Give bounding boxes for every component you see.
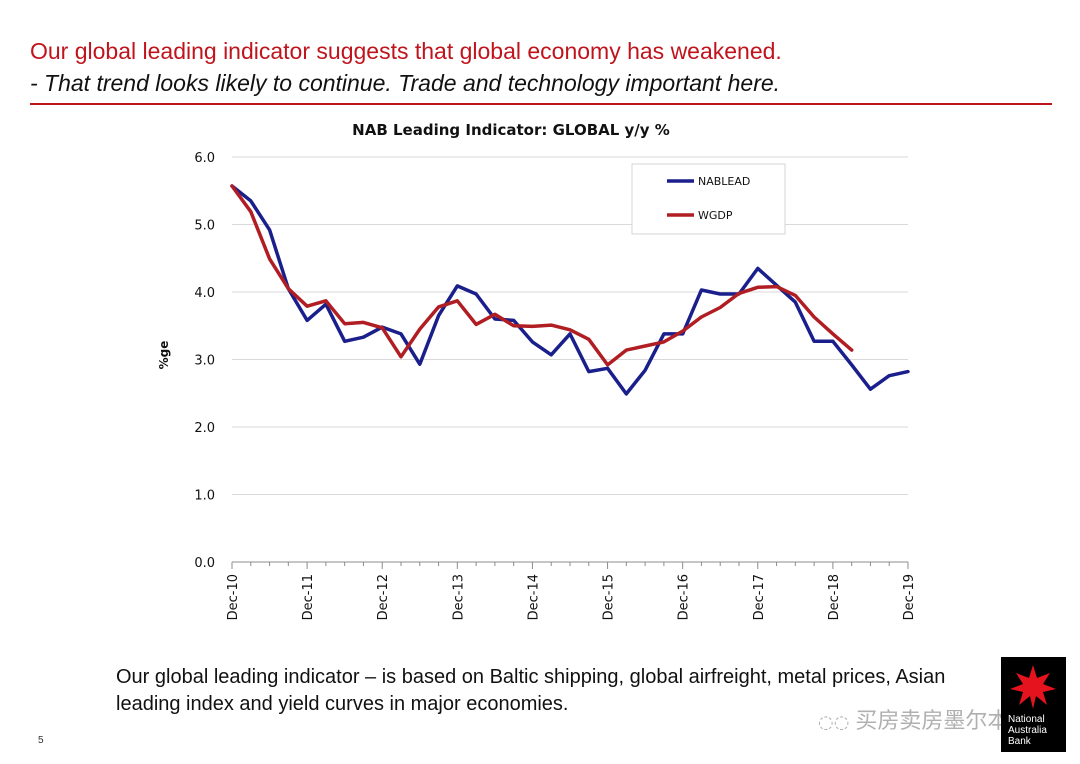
watermark-text: 买房卖房墨尔本 (855, 709, 1010, 734)
nab-logo: National Australia Bank (1001, 657, 1066, 752)
x-tick-label: Dec-12 (376, 574, 391, 620)
y-axis-label: %ge (157, 341, 171, 370)
x-tick-label: Dec-14 (526, 574, 541, 620)
x-tick-label: Dec-19 (902, 574, 917, 620)
gridlines (232, 156, 908, 563)
y-tick-label: 2.0 (194, 421, 215, 436)
series-lines (230, 184, 910, 396)
legend: NABLEAD WGDP (631, 163, 786, 235)
x-tick-label: Dec-15 (602, 574, 617, 620)
legend-box (631, 163, 786, 235)
star-icon (1010, 665, 1056, 709)
slide-title: Our global leading indicator suggests th… (30, 38, 782, 64)
wechat-icon: ◌◌ (818, 712, 850, 733)
x-axis: Dec-10 Dec-11 Dec-12 Dec-13 Dec-14 Dec-15 Dec-… (226, 561, 917, 620)
legend-label: WGDP (698, 209, 733, 222)
slide-subtitle: - That trend looks likely to continue. T… (30, 70, 781, 96)
watermark: ◌◌ 买房卖房墨尔本 (818, 703, 1009, 735)
x-tick-label: Dec-16 (677, 574, 692, 620)
y-tick-label: 0.0 (194, 556, 215, 571)
y-tick-label: 1.0 (194, 489, 215, 504)
footer-description: Our global leading indicator – is based … (116, 666, 946, 715)
y-tick-label: 4.0 (194, 286, 215, 301)
y-tick-label: 5.0 (194, 219, 215, 234)
line-chart: NAB Leading Indicator: GLOBAL y/y % %ge … (157, 121, 917, 620)
page-number: 5 (38, 735, 44, 746)
x-tick-label: Dec-10 (226, 574, 241, 620)
chart-title: NAB Leading Indicator: GLOBAL y/y % (352, 121, 670, 139)
x-tick-label: Dec-11 (301, 574, 316, 620)
x-tick-label: Dec-18 (827, 574, 842, 620)
legend-label: NABLEAD (698, 175, 750, 188)
y-axis: 0.0 1.0 2.0 3.0 4.0 5.0 6.0 (194, 151, 215, 571)
y-tick-label: 6.0 (194, 151, 215, 166)
series-line-nablead (230, 184, 910, 396)
nab-logo-text: National Australia Bank (1008, 714, 1047, 747)
x-tick-label: Dec-17 (752, 574, 767, 620)
y-tick-label: 3.0 (194, 354, 215, 369)
series-line-wgdp (230, 184, 854, 367)
title-divider (30, 103, 1052, 105)
x-tick-label: Dec-13 (451, 574, 466, 620)
